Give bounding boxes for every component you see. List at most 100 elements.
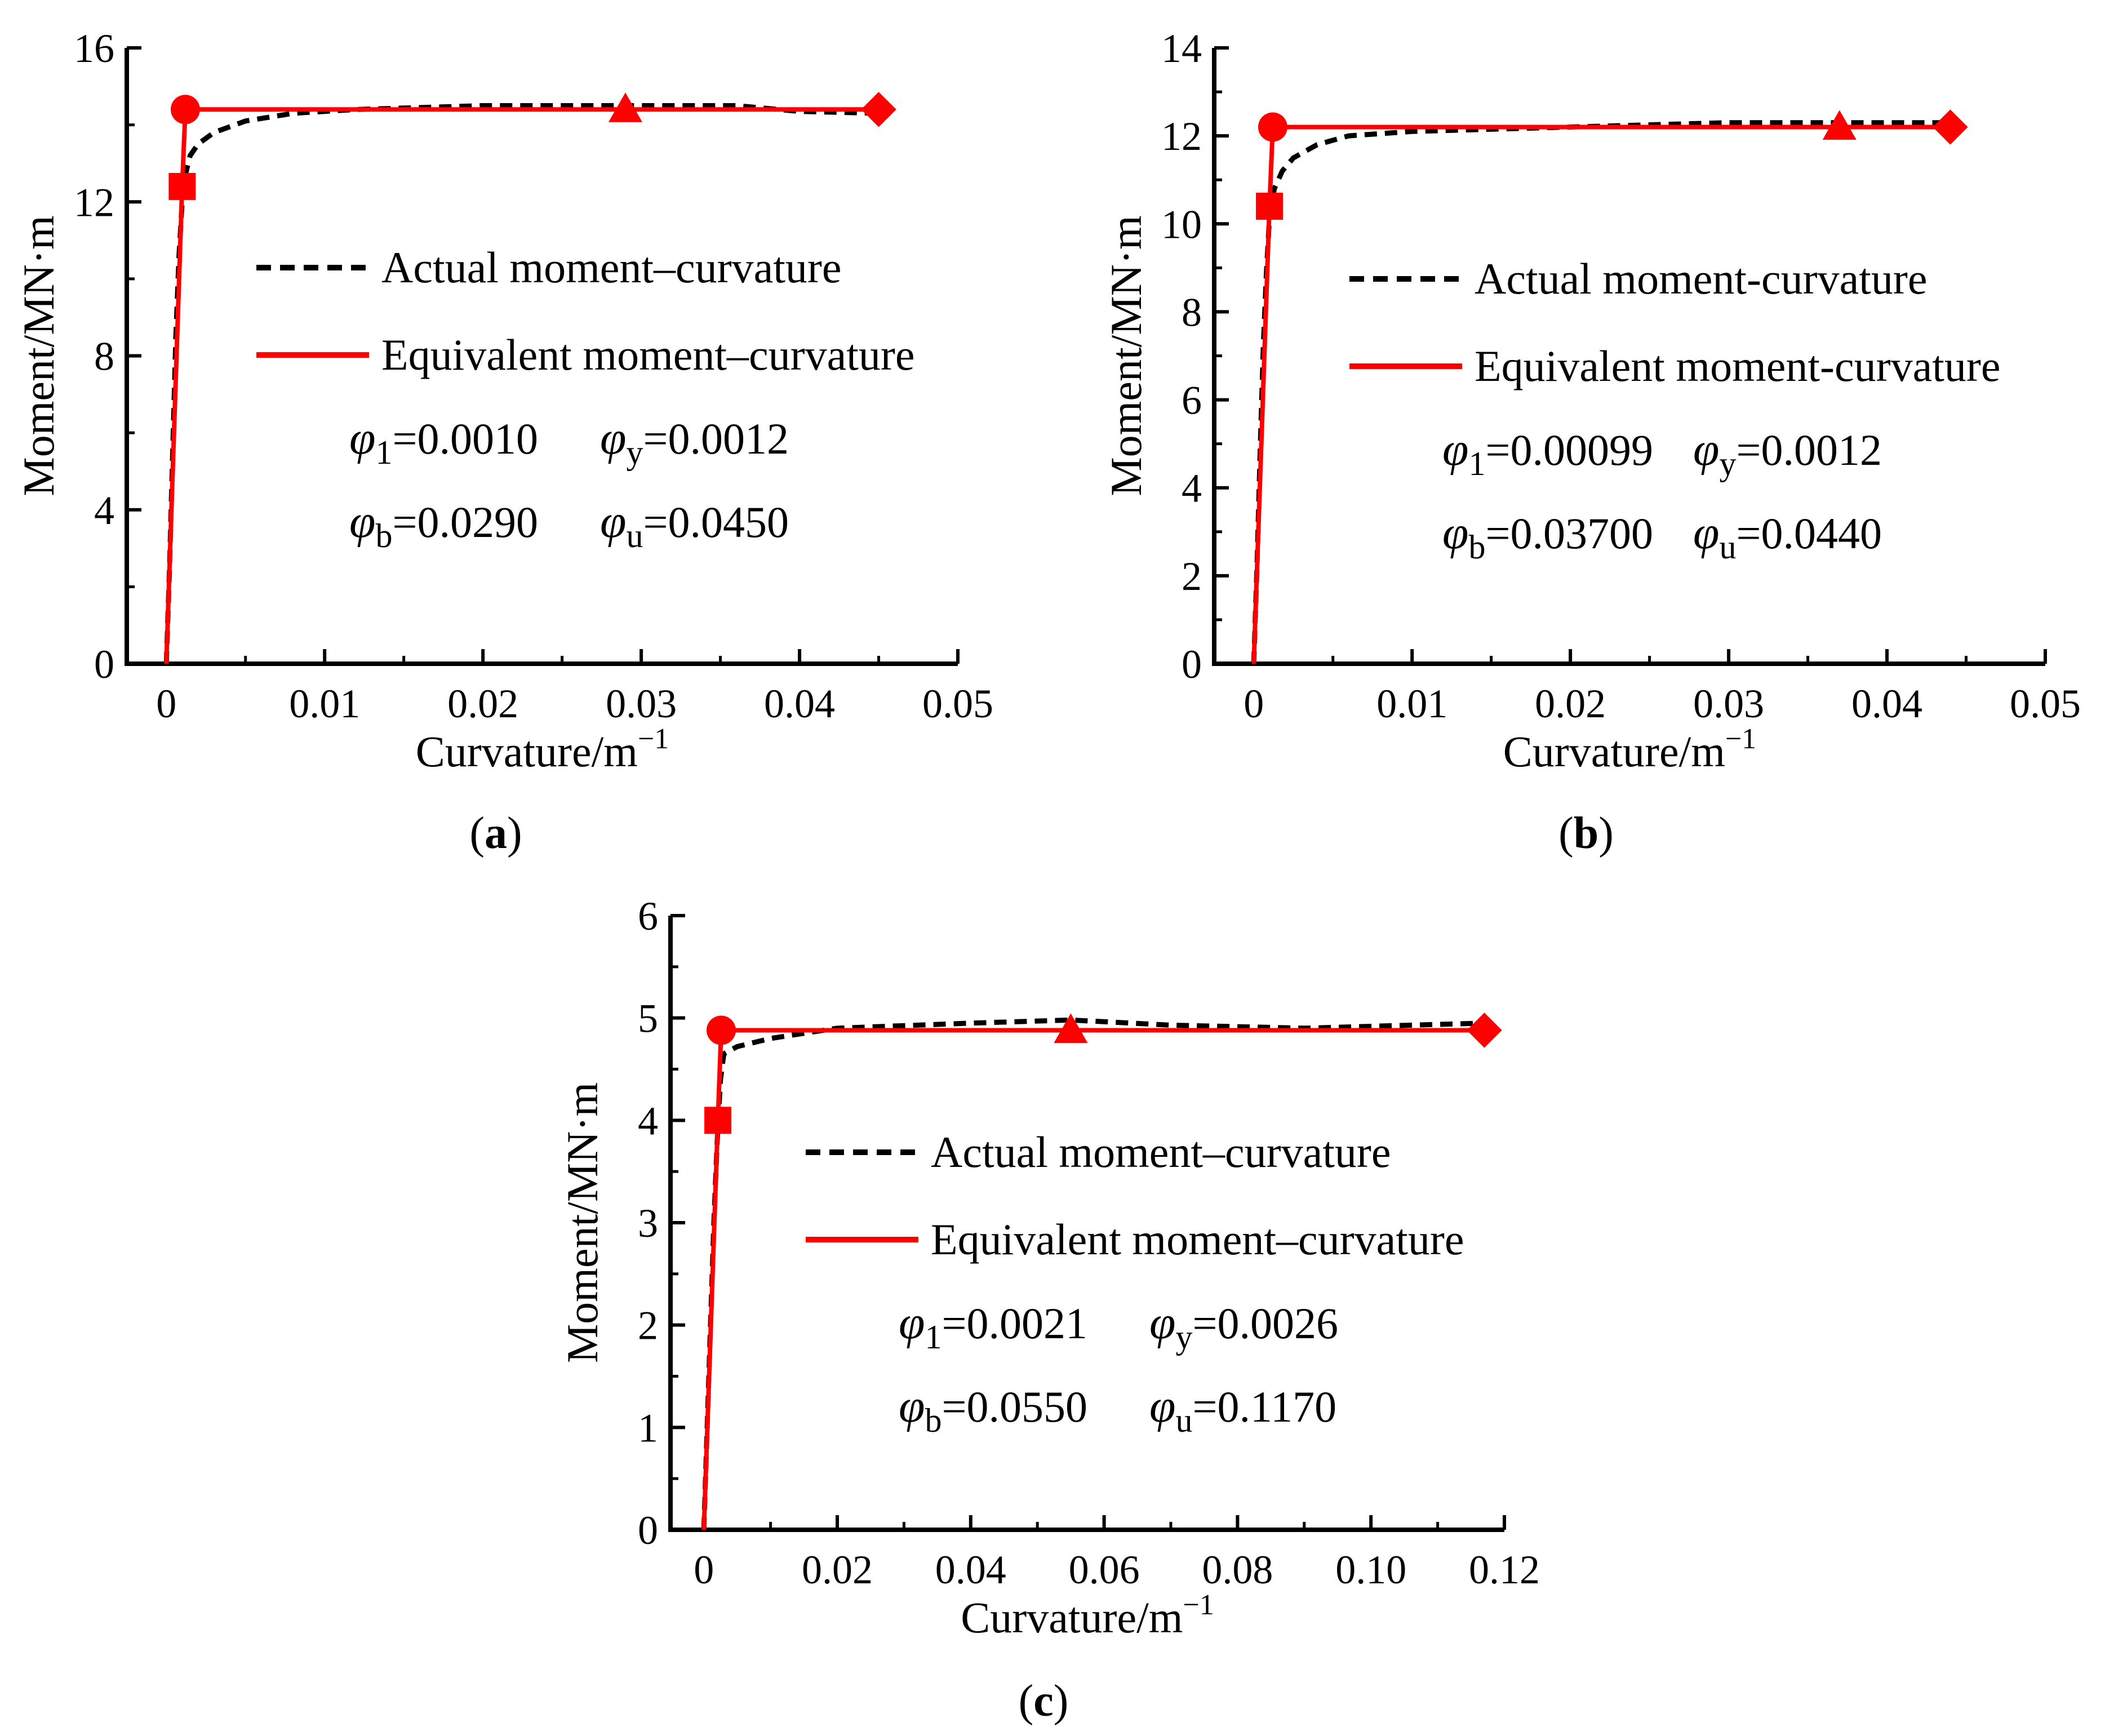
param-1: φ1=0.00099 xyxy=(1442,423,1653,482)
series-line-actual xyxy=(1251,120,1951,664)
x-tick-label: 0.04 xyxy=(1851,681,1922,726)
phi-subscript: u xyxy=(1719,529,1736,566)
y-axis-title: Moment/MN·m xyxy=(14,215,63,496)
y-tick-label: 2 xyxy=(638,1303,658,1348)
y-tick-label: 0 xyxy=(1182,642,1202,687)
x-tick-label: 0.03 xyxy=(1693,681,1764,726)
y-tick-label: 3 xyxy=(638,1201,658,1246)
param-u: φu=0.1170 xyxy=(1149,1380,1336,1439)
panel-label-open: ( xyxy=(469,809,485,858)
x-axis-title: Curvature/m−1 xyxy=(961,1589,1214,1642)
panel-label-close: ) xyxy=(507,809,522,858)
legend-label-equivalent: Equivalent moment–curvature xyxy=(381,330,915,379)
y-tick-label: 6 xyxy=(1182,378,1202,423)
legend-label-actual: Actual moment–curvature xyxy=(381,243,842,292)
phi-subscript: u xyxy=(1175,1402,1192,1439)
series-line-equivalent xyxy=(1251,125,1951,664)
series-line-actual xyxy=(701,1017,1485,1530)
marker-diamond xyxy=(861,92,896,127)
panel-label-close: ) xyxy=(1054,1676,1069,1726)
param-value: =0.0012 xyxy=(1736,425,1882,474)
phi-subscript: u xyxy=(626,517,643,554)
x-tick-label: 0.04 xyxy=(764,681,835,726)
x-tick-label: 0.05 xyxy=(2010,681,2081,726)
chart-panel-b: 0 0.01 0.02 0.03 0.04 0.05 0 2 4 6 8 10 12 14 Curvatur… xyxy=(1102,26,2081,858)
param-value: =0.00099 xyxy=(1485,425,1653,474)
y-tick-label: 2 xyxy=(1182,554,1202,599)
phi-subscript: y xyxy=(1719,445,1736,482)
x-axis-title-exponent: −1 xyxy=(638,723,669,755)
x-tick-label: 0 xyxy=(694,1547,714,1592)
series-line-equivalent xyxy=(701,1028,1485,1530)
marker-square xyxy=(704,1107,732,1134)
x-tick-label: 0.02 xyxy=(1535,681,1606,726)
y-tick-label: 5 xyxy=(638,996,658,1041)
phi-symbol: φ xyxy=(1149,1297,1175,1349)
panel-label-open: ( xyxy=(1558,809,1574,858)
x-tick-label: 0.10 xyxy=(1335,1547,1406,1592)
panel-label: (b) xyxy=(1558,809,1614,858)
param-1: φ1=0.0021 xyxy=(899,1297,1087,1356)
x-tick-label: 0.06 xyxy=(1069,1547,1140,1592)
phi-symbol: φ xyxy=(349,495,375,548)
phi-symbol: φ xyxy=(1693,423,1719,476)
y-tick-label: 6 xyxy=(638,894,658,939)
y-tick-label: 0 xyxy=(94,642,114,687)
param-value: =0.0450 xyxy=(643,498,789,547)
x-tick-label: 0.12 xyxy=(1469,1547,1540,1592)
x-tick-label: 0.02 xyxy=(802,1547,873,1592)
legend-label-actual: Actual moment–curvature xyxy=(931,1127,1391,1176)
phi-symbol: φ xyxy=(349,412,375,464)
param-b: φb=0.03700 xyxy=(1442,507,1653,566)
marker-square xyxy=(1256,193,1284,220)
x-tick-label: 0.04 xyxy=(935,1547,1006,1592)
phi-symbol: φ xyxy=(899,1380,925,1432)
panel-label: (a) xyxy=(469,809,522,858)
x-axis-title-exponent: −1 xyxy=(1183,1589,1214,1621)
param-value: =0.0440 xyxy=(1736,509,1882,558)
marker-circle xyxy=(170,95,200,125)
marker-triangle xyxy=(1054,1013,1088,1043)
param-u: φu=0.0450 xyxy=(600,495,789,554)
x-tick-label: 0.03 xyxy=(606,681,677,726)
phi-symbol: φ xyxy=(1149,1380,1175,1432)
phi-subscript: 1 xyxy=(925,1318,942,1356)
y-axis-title: Moment/MN·m xyxy=(1102,215,1151,496)
phi-symbol: φ xyxy=(1442,507,1468,559)
x-axis-title-exponent: −1 xyxy=(1725,723,1756,755)
phi-subscript: y xyxy=(1175,1318,1192,1356)
series-line-equivalent xyxy=(164,107,879,664)
panel-label-letter: c xyxy=(1033,1676,1054,1726)
param-value: =0.03700 xyxy=(1485,509,1653,558)
x-tick-label: 0.01 xyxy=(289,681,360,726)
series-line-actual xyxy=(163,103,879,664)
x-tick-label: 0 xyxy=(1244,681,1264,726)
panel-label-letter: b xyxy=(1574,809,1599,858)
x-axis-title: Curvature/m−1 xyxy=(1503,723,1757,776)
y-tick-label: 0 xyxy=(638,1508,658,1553)
x-tick-label: 0.01 xyxy=(1376,681,1447,726)
param-b: φb=0.0550 xyxy=(899,1380,1087,1439)
param-b: φb=0.0290 xyxy=(349,495,538,554)
chart-panel-a: 0 0.01 0.02 0.03 0.04 0.05 0 4 8 12 16 Curvature/m−… xyxy=(14,26,993,858)
x-tick-label: 0 xyxy=(156,681,176,726)
chart-panel-c: 0 0.02 0.04 0.06 0.08 0.10 0.12 0 1 2 3 4 5 6 Curvatur… xyxy=(558,894,1540,1726)
param-value: =0.0010 xyxy=(392,414,538,463)
y-tick-label: 10 xyxy=(1161,202,1202,247)
y-tick-label: 12 xyxy=(1161,114,1202,159)
legend-label-equivalent: Equivalent moment–curvature xyxy=(931,1215,1464,1264)
y-axis-title: Moment/MN·m xyxy=(558,1082,607,1363)
marker-square xyxy=(168,172,196,200)
y-tick-label: 12 xyxy=(74,180,114,225)
x-tick-label: 0.02 xyxy=(447,681,518,726)
phi-symbol: φ xyxy=(899,1297,925,1349)
param-1: φ1=0.0010 xyxy=(349,412,538,471)
y-tick-label: 1 xyxy=(638,1405,658,1450)
param-u: φu=0.0440 xyxy=(1693,507,1882,566)
y-tick-label: 14 xyxy=(1161,26,1202,71)
panel-label-close: ) xyxy=(1598,809,1614,858)
x-axis-title: Curvature/m−1 xyxy=(416,723,669,776)
phi-symbol: φ xyxy=(1693,507,1719,559)
panel-label: (c) xyxy=(1019,1676,1069,1726)
